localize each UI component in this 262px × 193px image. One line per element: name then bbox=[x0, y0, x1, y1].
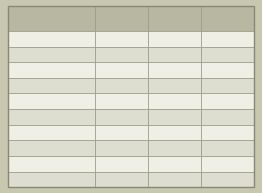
Text: 9: 9 bbox=[225, 175, 230, 184]
Text: retail: retail bbox=[11, 112, 32, 121]
Text: accountancy: accountancy bbox=[11, 144, 62, 153]
Text: 3: 3 bbox=[119, 144, 124, 153]
Bar bbox=[148, 93, 201, 109]
Bar bbox=[148, 125, 201, 140]
Bar bbox=[148, 156, 201, 172]
Bar bbox=[95, 140, 148, 156]
Text: 3: 3 bbox=[225, 144, 230, 153]
Text: 21: 21 bbox=[117, 175, 127, 184]
Bar bbox=[8, 156, 95, 172]
Text: 4: 4 bbox=[225, 65, 230, 74]
Bar bbox=[8, 78, 95, 93]
Bar bbox=[201, 78, 254, 93]
Bar bbox=[95, 172, 148, 187]
Text: 40-65 age
group: 40-65 age group bbox=[205, 9, 250, 28]
Text: agriculture: agriculture bbox=[11, 34, 55, 43]
Text: 18: 18 bbox=[170, 175, 180, 184]
Text: 2: 2 bbox=[172, 144, 177, 153]
Text: 15: 15 bbox=[170, 50, 180, 59]
Bar bbox=[201, 125, 254, 140]
Text: catering: catering bbox=[11, 65, 44, 74]
Text: 25-40 age
group: 25-40 age group bbox=[152, 9, 197, 28]
Bar bbox=[148, 109, 201, 125]
Bar bbox=[148, 6, 201, 31]
Bar bbox=[8, 6, 95, 31]
Text: 12: 12 bbox=[117, 50, 127, 59]
Bar bbox=[95, 109, 148, 125]
Text: 9: 9 bbox=[225, 34, 230, 43]
Text: law: law bbox=[11, 128, 25, 137]
Text: 6: 6 bbox=[225, 112, 230, 121]
Bar bbox=[201, 93, 254, 109]
Bar bbox=[148, 62, 201, 78]
Bar bbox=[95, 62, 148, 78]
Bar bbox=[95, 6, 148, 31]
Bar bbox=[8, 62, 95, 78]
Text: other: other bbox=[11, 175, 32, 184]
Bar bbox=[8, 47, 95, 62]
Text: 12: 12 bbox=[223, 159, 233, 168]
Text: 15: 15 bbox=[170, 97, 180, 106]
Text: manufacturing: manufacturing bbox=[11, 50, 70, 59]
Bar bbox=[8, 93, 95, 109]
Bar bbox=[201, 109, 254, 125]
Text: 6: 6 bbox=[119, 65, 124, 74]
Text: 4: 4 bbox=[119, 128, 124, 137]
Bar bbox=[95, 156, 148, 172]
Bar bbox=[201, 6, 254, 31]
Text: employment
sector: employment sector bbox=[24, 9, 80, 28]
Text: 9: 9 bbox=[119, 159, 124, 168]
Text: 12: 12 bbox=[170, 81, 180, 90]
Bar bbox=[201, 47, 254, 62]
Bar bbox=[148, 47, 201, 62]
Text: 4: 4 bbox=[172, 128, 177, 137]
Text: education: education bbox=[11, 159, 51, 168]
Text: 5: 5 bbox=[119, 34, 124, 43]
Text: health: health bbox=[11, 97, 36, 106]
Bar bbox=[95, 125, 148, 140]
Bar bbox=[8, 172, 95, 187]
Text: 12: 12 bbox=[223, 97, 233, 106]
Bar bbox=[95, 47, 148, 62]
Bar bbox=[148, 78, 201, 93]
Bar bbox=[201, 172, 254, 187]
Bar bbox=[8, 109, 95, 125]
Text: 8: 8 bbox=[172, 65, 177, 74]
Bar bbox=[148, 172, 201, 187]
Text: 18: 18 bbox=[223, 81, 233, 90]
Bar bbox=[95, 78, 148, 93]
Bar bbox=[8, 140, 95, 156]
Bar bbox=[95, 93, 148, 109]
Bar bbox=[201, 62, 254, 78]
Text: 12: 12 bbox=[117, 97, 127, 106]
Bar bbox=[201, 140, 254, 156]
Bar bbox=[8, 31, 95, 47]
Bar bbox=[201, 31, 254, 47]
Text: 12: 12 bbox=[170, 159, 180, 168]
Text: 7: 7 bbox=[172, 112, 177, 121]
Text: 4: 4 bbox=[225, 128, 230, 137]
Bar bbox=[95, 31, 148, 47]
Bar bbox=[148, 140, 201, 156]
Text: 8: 8 bbox=[119, 81, 124, 90]
Bar bbox=[201, 156, 254, 172]
Bar bbox=[8, 125, 95, 140]
Text: 18-25 age
group: 18-25 age group bbox=[99, 9, 144, 28]
Text: local government: local government bbox=[11, 81, 82, 90]
Text: 23: 23 bbox=[117, 112, 127, 121]
Text: 7: 7 bbox=[172, 34, 177, 43]
Bar bbox=[148, 31, 201, 47]
Text: 23: 23 bbox=[223, 50, 233, 59]
